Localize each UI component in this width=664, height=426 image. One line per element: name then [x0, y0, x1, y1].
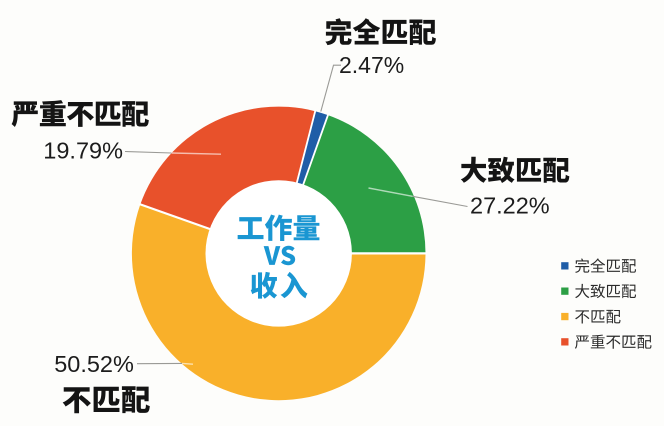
svg-text:50.52%: 50.52% — [54, 351, 134, 377]
svg-text:2.47%: 2.47% — [339, 52, 404, 78]
svg-text:27.22%: 27.22% — [470, 193, 550, 219]
svg-text:19.79%: 19.79% — [43, 137, 123, 163]
